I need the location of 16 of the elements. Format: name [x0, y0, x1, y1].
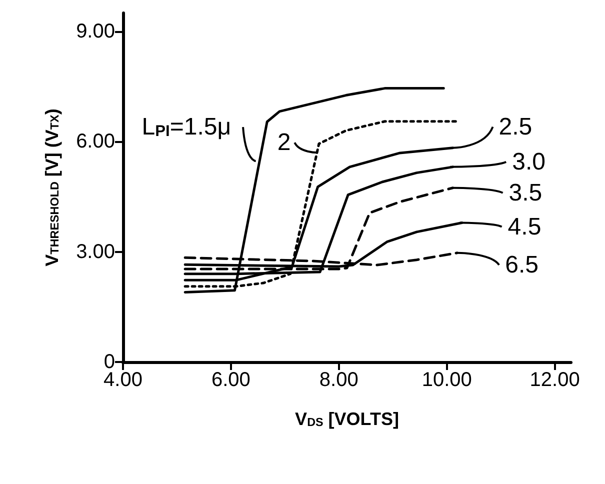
annotation: LPI=1.5μ [142, 114, 232, 141]
x-tick-label: 12.00 [530, 369, 580, 391]
y-axis-title: VTHRESHOLD [V] (VTX) [42, 108, 62, 266]
x-tick-label: 8.00 [319, 369, 358, 391]
x-axis-title: VDS [VOLTS] [295, 409, 399, 430]
annotation: 6.5 [505, 251, 538, 278]
x-tick-label: 10.00 [422, 369, 472, 391]
annotation: 4.5 [508, 213, 542, 240]
y-tick-label: 9.00 [76, 20, 115, 42]
annotation: 2 [277, 129, 291, 156]
annotation: 3.5 [508, 179, 542, 206]
annotation: 2.5 [498, 113, 532, 140]
y-tick-label: 3.00 [76, 240, 115, 263]
y-tick-label: 6.00 [76, 130, 115, 153]
annotation: 3.0 [512, 148, 546, 176]
x-tick-label: 6.00 [211, 369, 250, 391]
